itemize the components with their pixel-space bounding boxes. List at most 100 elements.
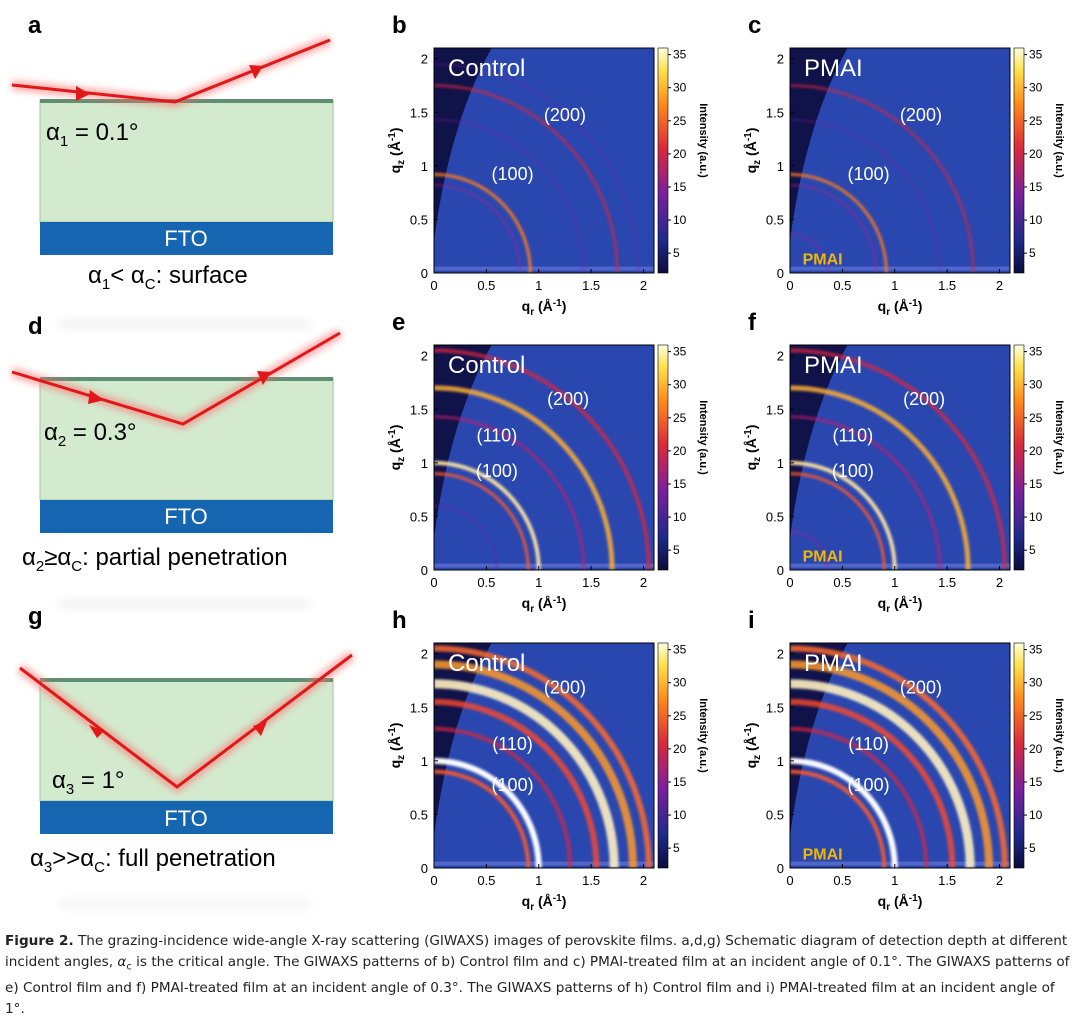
colorbar-tick-label: 10 (1029, 808, 1043, 822)
sample-label: Control (448, 650, 525, 677)
colorbar-label: Intensity (a.u.) (1053, 698, 1065, 773)
colorbar-tick-label: 5 (1029, 246, 1036, 260)
diffraction-ring (434, 660, 638, 868)
horizon-strip (434, 563, 654, 568)
detector-area (434, 345, 654, 570)
x-tick-label: 2 (640, 278, 647, 293)
colorbar-tick-label: 30 (1029, 81, 1043, 95)
caption-text-part2: is the critical angle. The GIWAXS patter… (5, 954, 1070, 1017)
xray-beam-g (19, 653, 353, 789)
diffraction-ring (790, 472, 886, 570)
panel-label-f: f (748, 309, 757, 336)
x-axis-label: qr (Å-1) (878, 893, 923, 913)
x-tick-label: 1 (891, 278, 898, 293)
arrow-out-icon-g (253, 721, 267, 736)
detector-noise (790, 345, 1010, 570)
colorbar-tick-label: 5 (673, 841, 680, 855)
y-tick-label: 1 (421, 456, 428, 471)
peak-label: (110) (848, 734, 889, 754)
diffraction-ring (434, 504, 498, 570)
peak-label: (110) (833, 425, 874, 445)
y-tick-label: 0 (421, 266, 428, 281)
diffraction-ring (434, 84, 619, 273)
peak-label: (110) (492, 734, 533, 754)
y-tick-label: 1.5 (410, 105, 428, 120)
colorbar (657, 47, 669, 274)
diffraction-ring (434, 184, 521, 273)
perovskite-film-a (39, 99, 334, 223)
peak-label: (100) (848, 164, 890, 184)
x-tick-label: 1.5 (582, 873, 600, 888)
giwaxs-panel-f: 00 0.5 0.5 1 1 1.5 1.5 2 2 qr (Å-1) qz (Å-1) f PMAI (… (743, 309, 1065, 615)
y-tick-label: 0.5 (410, 807, 428, 822)
colorbar-tick-label: 10 (673, 510, 687, 524)
figure-caption: Figure 2. The grazing-incidence wide-ang… (5, 931, 1073, 1020)
diffraction-ring (790, 460, 897, 570)
colorbar-tick-label: 20 (1029, 147, 1043, 161)
horizon-strip (790, 563, 1010, 568)
horizon-strip (434, 861, 654, 866)
fto-layer-d (40, 500, 333, 533)
diffraction-ring (434, 472, 530, 570)
schematic-a: a FTO α1 = 0.1° α1< αC: surface (11, 12, 334, 328)
pmai-tag: PMAI (803, 846, 843, 863)
diffraction-ring (790, 348, 1007, 570)
detector-area (434, 643, 654, 868)
arrow-in-icon-g (89, 725, 104, 738)
x-axis-label: qr (Å-1) (522, 595, 567, 615)
x-axis-label: qr (Å-1) (522, 893, 567, 913)
colorbar-tick-label: 20 (673, 742, 687, 756)
y-tick-label: 0.5 (410, 509, 428, 524)
x-tick-label: 0 (430, 278, 437, 293)
colorbar-label: Intensity (a.u.) (697, 698, 709, 773)
y-axis-label: qz (Å-1) (743, 425, 763, 471)
xray-beam-a (11, 38, 331, 104)
colorbar-tick-label: 25 (1029, 114, 1043, 128)
peak-label: (100) (832, 461, 874, 481)
sample-label: Control (448, 352, 525, 379)
y-tick-label: 0 (421, 563, 428, 578)
colorbar-tick-label: 20 (1029, 444, 1043, 458)
colorbar-tick-label: 10 (1029, 213, 1043, 227)
y-tick-label: 2 (421, 349, 428, 364)
diffraction-ring (790, 530, 829, 570)
horizon-strip (434, 266, 654, 271)
colorbar (1013, 47, 1025, 274)
sample-label: PMAI (804, 650, 863, 677)
panel-label-e: e (392, 309, 405, 336)
fto-label-d: FTO (164, 504, 208, 529)
colorbar-tick-label: 35 (673, 48, 687, 62)
colorbar-tick-label: 25 (1029, 411, 1043, 425)
colorbar (1013, 344, 1025, 571)
fto-layer-g (40, 801, 333, 834)
y-tick-label: 0.5 (766, 807, 784, 822)
plot-frame (789, 642, 1011, 869)
y-axis-label: qz (Å-1) (387, 128, 407, 174)
regime-label-a: α1< αC: surface (88, 262, 248, 293)
x-tick-label: 0 (786, 278, 793, 293)
y-tick-label: 0 (777, 563, 784, 578)
colorbar-tick-label: 10 (673, 808, 687, 822)
diffraction-ring (790, 645, 1008, 868)
y-tick-label: 2 (777, 52, 784, 67)
diffraction-ring (434, 726, 573, 868)
plot-frame (789, 47, 1011, 274)
peak-label: (200) (900, 105, 942, 125)
x-tick-label: 0.5 (477, 278, 495, 293)
y-axis-label: qz (Å-1) (743, 128, 763, 174)
giwaxs-panel-h: 00 0.5 0.5 1 1 1.5 1.5 2 2 qr (Å-1) qz (Å-1) h Contr… (387, 607, 709, 913)
y-tick-label: 1.5 (766, 402, 784, 417)
diffraction-ring (434, 415, 586, 570)
film-surface-d (40, 377, 333, 381)
colorbar-tick-label: 35 (673, 345, 687, 359)
detector-area (434, 48, 654, 273)
colorbar-tick-label: 35 (1029, 48, 1043, 62)
y-tick-label: 1.5 (410, 700, 428, 715)
panel-label-c: c (748, 12, 761, 39)
colorbar-tick-label: 5 (1029, 841, 1036, 855)
colorbar-tick-label: 15 (1029, 477, 1043, 491)
x-tick-label: 1 (535, 873, 542, 888)
peak-label: (100) (492, 164, 534, 184)
diffraction-ring (434, 645, 652, 868)
detector-noise (434, 345, 654, 570)
